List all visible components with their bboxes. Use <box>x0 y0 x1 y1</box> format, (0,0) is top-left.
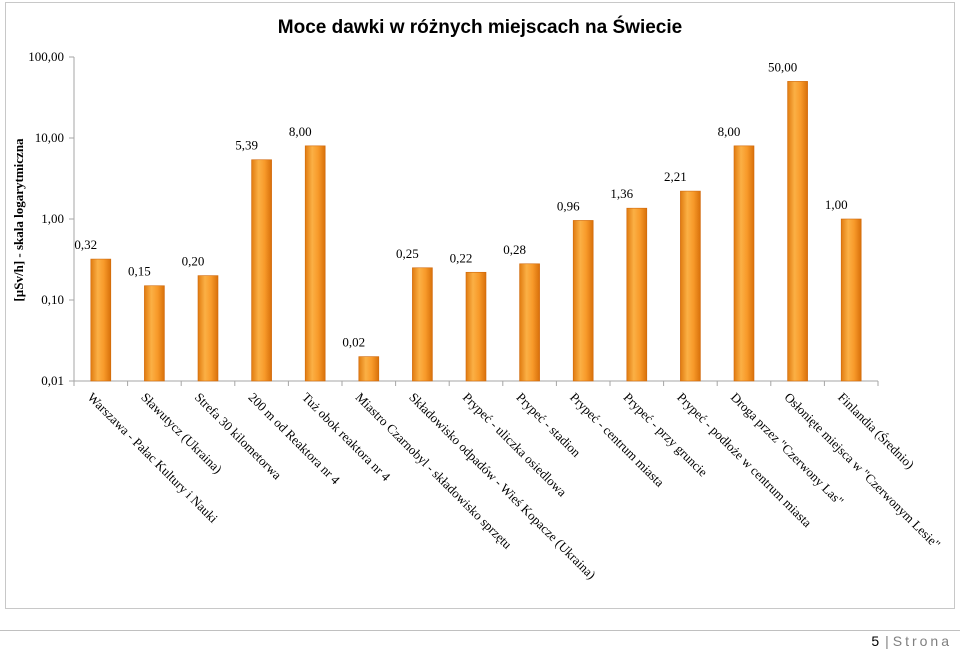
bar <box>90 258 112 382</box>
data-label: 0,15 <box>128 264 151 279</box>
category-label: 200 m od Reaktora nr 4 <box>245 390 343 488</box>
bar <box>304 145 326 382</box>
bar <box>519 263 540 382</box>
category-label: Prypeć - uliczka osiedlowa <box>460 390 570 500</box>
chart-title: Moce dawki w różnych miejscach na Świeci… <box>278 16 682 38</box>
y-tick-label: 1,00 <box>41 211 64 226</box>
data-label: 0,02 <box>342 335 365 350</box>
bar <box>251 159 272 382</box>
data-label: 0,22 <box>450 250 473 265</box>
bar <box>358 356 380 382</box>
bar <box>733 145 755 382</box>
category-label: Tuż obok reaktora nr 4 <box>299 390 394 485</box>
data-label: 1,00 <box>825 197 848 212</box>
data-label: 8,00 <box>289 124 312 139</box>
bar <box>572 220 594 382</box>
bar <box>412 267 433 382</box>
bar <box>144 285 165 382</box>
page-footer: 5 | Strona <box>871 633 952 649</box>
data-label: 5,39 <box>235 138 258 153</box>
data-label: 0,20 <box>182 254 205 269</box>
data-label: 0,28 <box>503 242 526 257</box>
bar <box>840 218 862 382</box>
bar-chart: Moce dawki w różnych miejscach na Świeci… <box>11 16 944 582</box>
data-label: 2,21 <box>664 169 687 184</box>
data-label: 1,36 <box>610 186 633 201</box>
bar <box>465 271 487 382</box>
bar <box>626 207 648 382</box>
data-label: 0,25 <box>396 246 419 261</box>
category-label: Składowisko odpadów - Wieś Kopacze (Ukra… <box>406 390 599 583</box>
y-axis-title: [µSv/h] - skala logarytmiczna <box>11 138 26 302</box>
y-tick-label: 0,01 <box>41 373 64 388</box>
bar <box>197 275 219 382</box>
footer-separator: | <box>885 633 889 649</box>
data-label: 50,00 <box>768 59 797 74</box>
footer-divider <box>0 630 960 631</box>
data-label: 0,32 <box>74 237 97 252</box>
page-number: 5 <box>871 633 882 649</box>
chart-frame: Moce dawki w różnych miejscach na Świeci… <box>5 2 955 609</box>
category-label: Prypeć - centrum miasta <box>567 390 667 490</box>
data-label: 8,00 <box>718 124 741 139</box>
y-tick-label: 100,00 <box>28 49 64 64</box>
y-tick-label: 0,10 <box>41 292 64 307</box>
data-label: 0,96 <box>557 198 580 213</box>
bar <box>787 81 808 382</box>
bar <box>680 190 701 382</box>
page-word: Strona <box>892 633 952 649</box>
y-tick-label: 10,00 <box>35 130 64 145</box>
